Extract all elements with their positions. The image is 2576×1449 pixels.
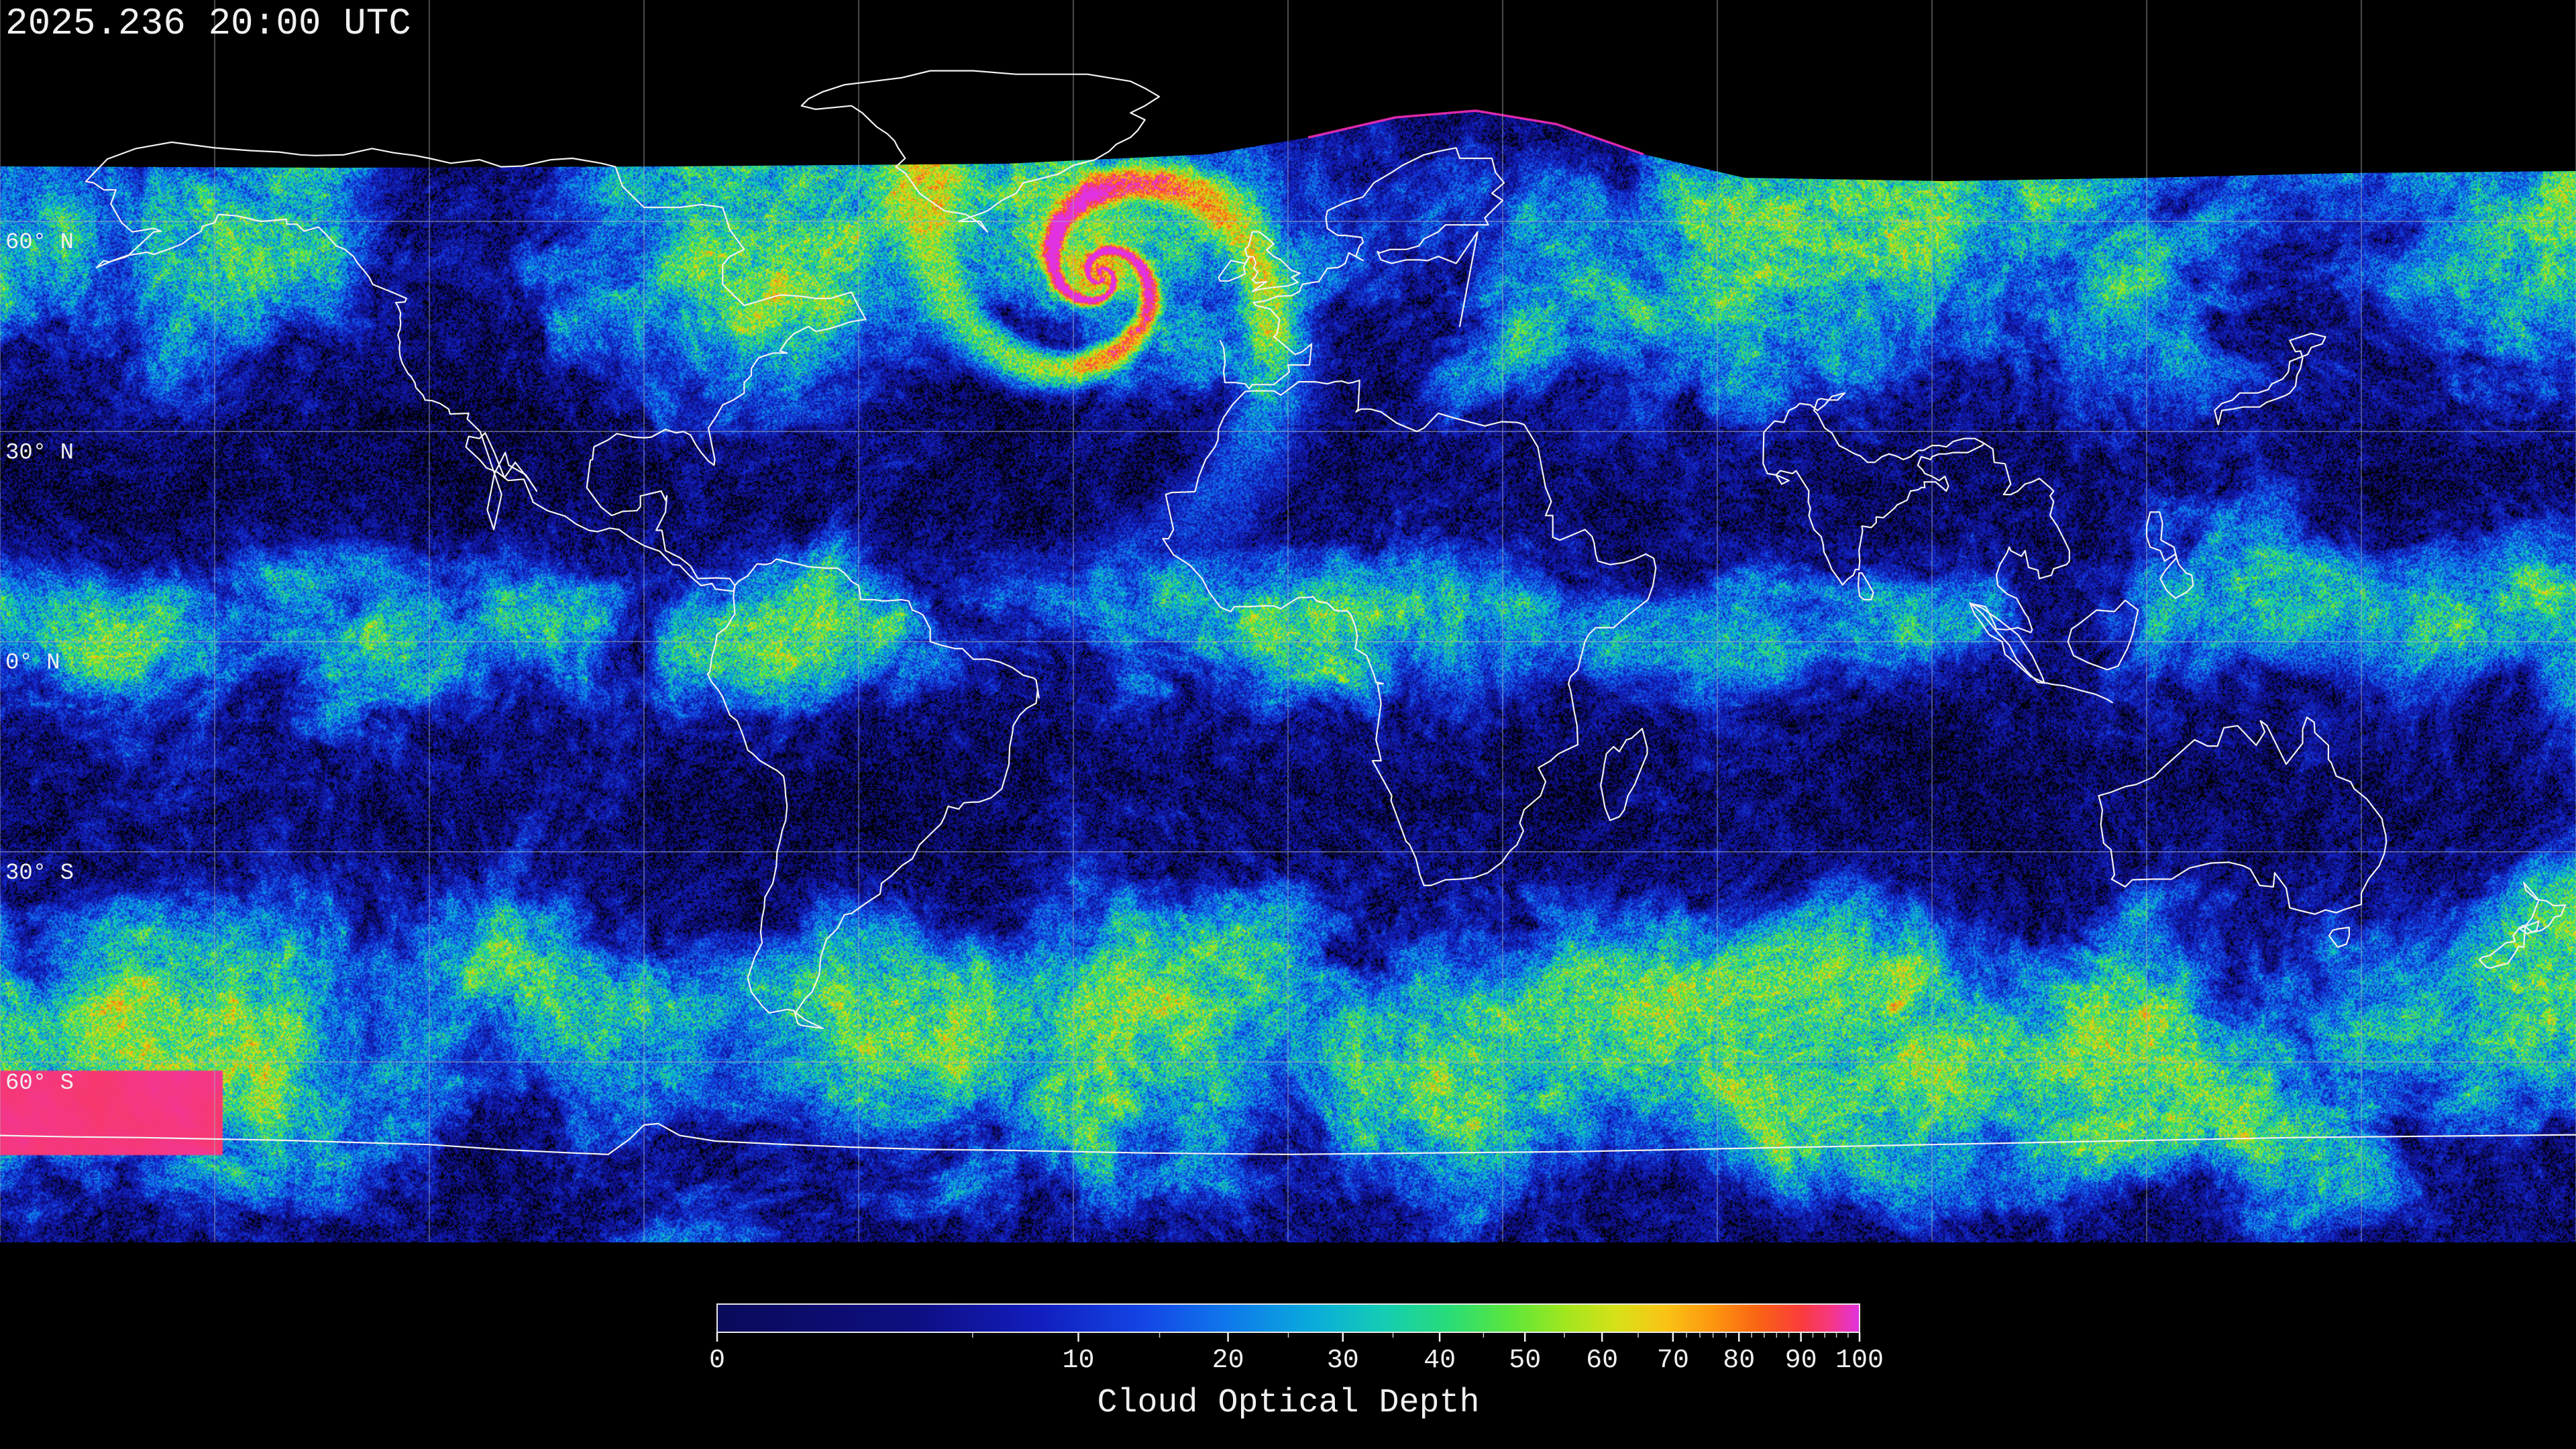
svg-text:70: 70 [1657, 1346, 1689, 1376]
svg-text:60° N: 60° N [5, 230, 74, 256]
svg-text:30: 30 [1327, 1346, 1359, 1376]
svg-text:20: 20 [1212, 1346, 1244, 1376]
svg-text:100: 100 [1835, 1346, 1884, 1376]
svg-text:0: 0 [709, 1346, 725, 1376]
svg-text:0° N: 0° N [5, 651, 60, 676]
svg-text:10: 10 [1063, 1346, 1095, 1376]
svg-text:40: 40 [1424, 1346, 1456, 1376]
svg-text:60° S: 60° S [5, 1071, 74, 1096]
svg-text:2025.236 20:00 UTC: 2025.236 20:00 UTC [5, 2, 411, 45]
svg-text:Cloud Optical Depth: Cloud Optical Depth [1097, 1384, 1479, 1422]
svg-text:50: 50 [1509, 1346, 1541, 1376]
svg-text:80: 80 [1723, 1346, 1755, 1376]
svg-text:30° S: 30° S [5, 861, 74, 886]
svg-text:30° N: 30° N [5, 440, 74, 466]
svg-text:90: 90 [1785, 1346, 1817, 1376]
svg-text:60: 60 [1586, 1346, 1618, 1376]
